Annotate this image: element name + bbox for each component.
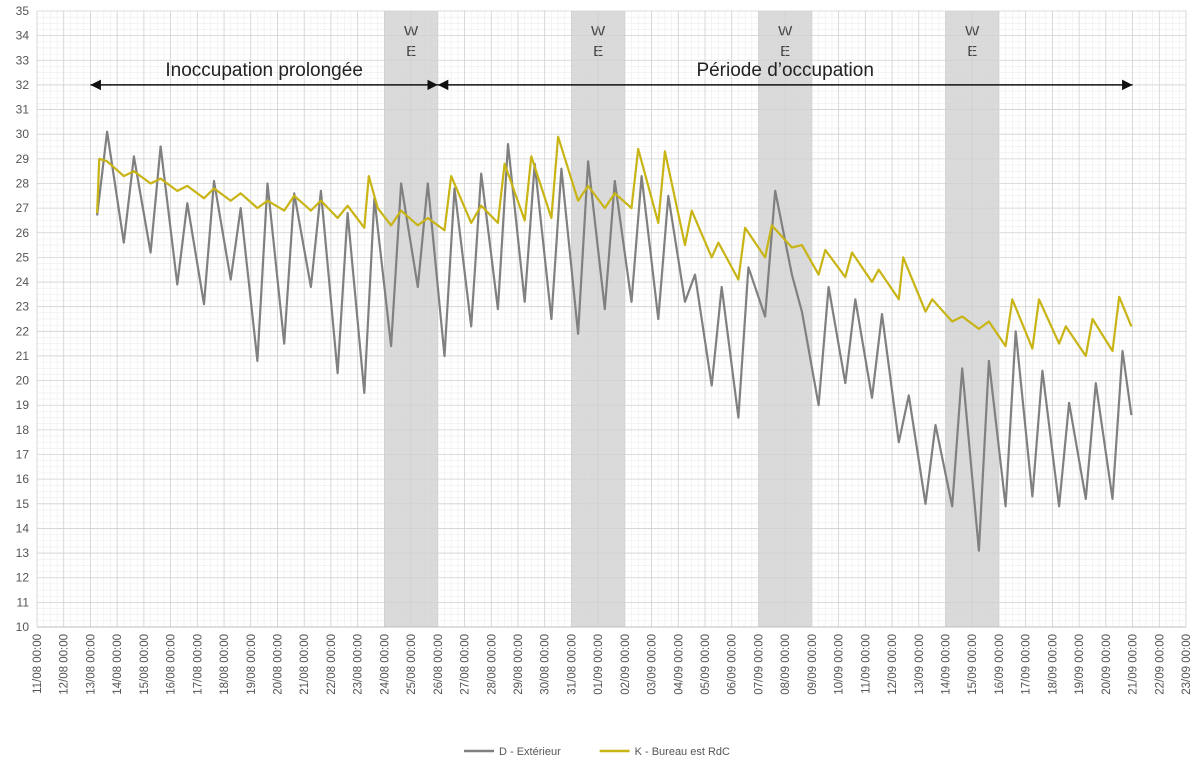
x-tick-label: 15/08 00:00 bbox=[139, 634, 151, 695]
x-tick-label: 29/08 00:00 bbox=[513, 634, 525, 695]
x-tick-label: 07/09 00:00 bbox=[753, 634, 765, 695]
x-tick-label: 01/09 00:00 bbox=[593, 634, 605, 695]
x-tick-label: 12/08 00:00 bbox=[59, 634, 71, 695]
x-tick-label: 06/09 00:00 bbox=[727, 634, 739, 695]
x-tick-label: 28/08 00:00 bbox=[486, 634, 498, 695]
legend: D - Extérieur K - Bureau est RdC bbox=[464, 746, 730, 758]
x-tick-label: 14/08 00:00 bbox=[112, 634, 124, 695]
y-tick-label: 18 bbox=[16, 423, 30, 437]
x-tick-label: 22/09 00:00 bbox=[1154, 634, 1166, 695]
y-tick-label: 32 bbox=[16, 78, 30, 92]
y-tick-label: 22 bbox=[16, 324, 30, 338]
y-tick-label: 27 bbox=[16, 201, 30, 215]
x-tick-label: 10/09 00:00 bbox=[834, 634, 846, 695]
x-tick-label: 21/09 00:00 bbox=[1128, 634, 1140, 695]
annotation-layer: Inoccupation prolongée Période d’occupati… bbox=[90, 60, 1133, 91]
x-tick-label: 11/08 00:00 bbox=[32, 634, 44, 694]
y-tick-label: 24 bbox=[16, 275, 30, 289]
annotation-label: Période d’occupation bbox=[696, 60, 873, 81]
x-tick-label: 12/09 00:00 bbox=[887, 634, 899, 695]
x-tick-label: 22/08 00:00 bbox=[326, 634, 338, 695]
weekend-label-top: W bbox=[404, 23, 419, 40]
series-bureau-line bbox=[96, 135, 1133, 358]
y-tick-label: 19 bbox=[16, 398, 30, 412]
legend-label: D - Extérieur bbox=[499, 746, 561, 758]
x-tick-label: 17/08 00:00 bbox=[192, 634, 204, 695]
y-tick-label: 12 bbox=[16, 571, 30, 585]
y-tick-label: 16 bbox=[16, 472, 30, 486]
x-tick-label: 17/09 00:00 bbox=[1021, 634, 1033, 695]
series-exterieur-line bbox=[96, 130, 1133, 552]
y-tick-label: 26 bbox=[16, 226, 30, 240]
x-tick-label: 11/09 00:00 bbox=[860, 634, 872, 694]
y-tick-label: 14 bbox=[16, 521, 30, 535]
y-tick-label: 15 bbox=[16, 497, 30, 511]
x-tick-label: 09/09 00:00 bbox=[807, 634, 819, 695]
x-tick-label: 03/09 00:00 bbox=[647, 634, 659, 695]
y-tick-label: 21 bbox=[16, 349, 30, 363]
x-tick-label: 19/09 00:00 bbox=[1074, 634, 1086, 695]
x-tick-label: 13/08 00:00 bbox=[85, 634, 97, 695]
y-tick-label: 23 bbox=[16, 300, 30, 314]
x-tick-label: 08/09 00:00 bbox=[780, 634, 792, 695]
x-tick-label: 13/09 00:00 bbox=[914, 634, 926, 695]
y-tick-label: 25 bbox=[16, 250, 30, 264]
x-tick-label: 14/09 00:00 bbox=[941, 634, 953, 695]
weekend-label-top: W bbox=[965, 23, 980, 40]
x-tick-label: 20/09 00:00 bbox=[1101, 634, 1113, 695]
y-tick-label: 35 bbox=[16, 4, 30, 18]
y-axis: 10 11 12 13 14 15 16 17 18 19 20 21 22 23 24 25 26 27 28 29… bbox=[16, 4, 30, 634]
weekend-label-top: W bbox=[591, 23, 606, 40]
x-tick-label: 25/08 00:00 bbox=[406, 634, 418, 695]
legend-label: K - Bureau est RdC bbox=[635, 746, 730, 758]
x-tick-label: 21/08 00:00 bbox=[299, 634, 311, 695]
x-tick-label: 24/08 00:00 bbox=[379, 634, 391, 695]
x-tick-label: 16/08 00:00 bbox=[166, 634, 178, 695]
x-tick-label: 05/09 00:00 bbox=[700, 634, 712, 695]
x-tick-label: 20/08 00:00 bbox=[272, 634, 284, 695]
y-tick-label: 31 bbox=[16, 103, 30, 117]
y-tick-label: 33 bbox=[16, 53, 30, 67]
y-tick-label: 30 bbox=[16, 127, 30, 141]
x-tick-label: 26/08 00:00 bbox=[433, 634, 445, 695]
x-tick-label: 18/08 00:00 bbox=[219, 634, 231, 695]
x-tick-label: 23/08 00:00 bbox=[353, 634, 365, 695]
y-tick-label: 20 bbox=[16, 374, 30, 388]
y-tick-label: 11 bbox=[17, 595, 30, 609]
y-tick-label: 29 bbox=[16, 152, 30, 166]
annotation-label: Inoccupation prolongée bbox=[165, 60, 363, 81]
y-tick-label: 28 bbox=[16, 176, 30, 190]
x-tick-label: 02/09 00:00 bbox=[620, 634, 632, 695]
x-tick-label: 19/08 00:00 bbox=[246, 634, 258, 695]
weekend-label-top: W bbox=[778, 23, 793, 40]
x-tick-label: 23/09 00:00 bbox=[1181, 634, 1193, 695]
x-tick-label: 04/09 00:00 bbox=[673, 634, 685, 695]
x-tick-label: 30/08 00:00 bbox=[540, 634, 552, 695]
y-tick-label: 10 bbox=[16, 620, 30, 634]
major-grid bbox=[36, 10, 1187, 628]
series-layer bbox=[96, 130, 1133, 552]
x-tick-label: 27/08 00:00 bbox=[460, 634, 472, 695]
y-tick-label: 17 bbox=[16, 448, 30, 462]
x-axis: 11/08 00:00 12/08 00:00 13/08 00:00 14/08 0… bbox=[32, 626, 1193, 695]
x-tick-label: 15/09 00:00 bbox=[967, 634, 979, 695]
y-tick-label: 34 bbox=[16, 29, 30, 43]
x-tick-label: 16/09 00:00 bbox=[994, 634, 1006, 695]
x-tick-label: 31/08 00:00 bbox=[566, 634, 578, 695]
y-tick-label: 13 bbox=[16, 546, 30, 560]
x-tick-label: 18/09 00:00 bbox=[1047, 634, 1059, 695]
